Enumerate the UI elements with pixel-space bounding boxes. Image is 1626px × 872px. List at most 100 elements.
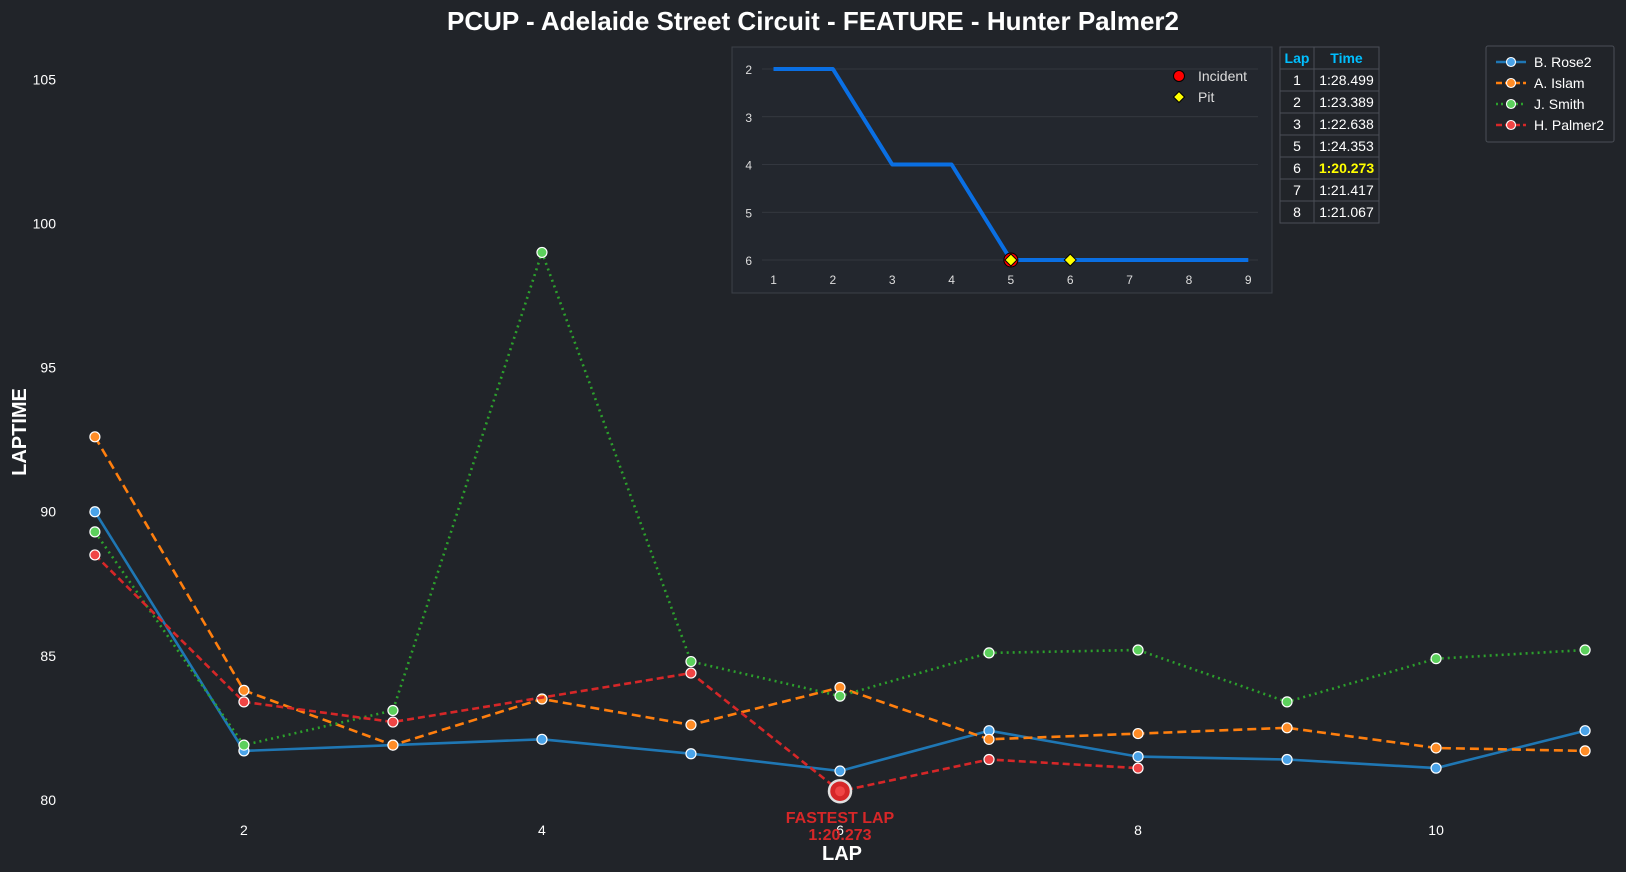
inset-event-markers	[1003, 252, 1077, 268]
inset-legend-pit-icon	[1172, 90, 1186, 104]
table-lap-time: 1:20.273	[1319, 160, 1374, 176]
chart-title: PCUP - Adelaide Street Circuit - FEATURE…	[447, 6, 1179, 36]
inset-y-tick-label: 2	[745, 63, 752, 77]
data-point	[387, 704, 399, 717]
table-lap-number: 6	[1293, 160, 1301, 176]
data-point	[1132, 762, 1144, 774]
y-tick-labels: 80 85 90 95 100 105	[33, 72, 57, 808]
data-point	[238, 684, 250, 696]
inset-y-tick-label: 4	[745, 159, 752, 173]
data-point	[685, 719, 697, 731]
legend-label: B. Rose2	[1534, 54, 1592, 70]
data-point	[89, 549, 101, 561]
legend-marker	[1505, 98, 1517, 110]
pit-marker	[1063, 253, 1077, 267]
fastest-lap-annotation: FASTEST LAP 1:20.273	[786, 778, 895, 844]
data-point	[834, 690, 846, 702]
data-point	[1579, 644, 1591, 656]
data-point	[983, 753, 995, 766]
table-lap-number: 8	[1293, 204, 1301, 220]
inset-legend-label: Incident	[1198, 68, 1247, 84]
inset-x-tick-label: 4	[948, 273, 955, 287]
data-point	[387, 716, 399, 728]
table-lap-number: 5	[1293, 138, 1301, 154]
inset-frame	[731, 46, 1273, 294]
inset-x-tick-label: 8	[1186, 273, 1193, 287]
legend-items: B. Rose2 A. Islam J. Smith H. Palmer2	[1496, 54, 1604, 133]
legend-item: B. Rose2	[1496, 54, 1592, 70]
data-point	[1132, 751, 1144, 763]
table-lap-number: 7	[1293, 182, 1301, 198]
table-row: 1 1:28.499	[1279, 68, 1380, 92]
data-point	[983, 647, 995, 659]
data-point	[536, 733, 548, 745]
y-axis-label: LAPTIME	[9, 388, 31, 476]
legend-marker	[1505, 56, 1517, 68]
data-point	[238, 696, 250, 708]
inset-x-tick-label: 9	[1245, 273, 1252, 287]
inset-x-tick-label: 7	[1126, 273, 1133, 287]
table-lap-number: 1	[1293, 72, 1301, 88]
x-axis-label: LAP	[822, 843, 862, 865]
table-header-time: Time	[1330, 50, 1363, 66]
x-tick-label: 6	[836, 822, 844, 838]
fastest-lap-value: 1:20.273	[808, 827, 871, 844]
data-point	[685, 655, 697, 668]
legend-item: H. Palmer2	[1496, 117, 1604, 133]
inset-y-tick-label: 6	[745, 254, 752, 268]
data-point	[89, 526, 101, 538]
legend-marker	[1505, 77, 1517, 89]
table-lap-time: 1:28.499	[1319, 72, 1374, 88]
data-point	[1281, 722, 1293, 734]
series-lines	[89, 246, 1591, 797]
data-point	[1430, 653, 1442, 665]
lap-time-table: Lap Time 1 1:28.499 2 1:23.389 3 1:22.638 5 1:24.…	[1279, 46, 1380, 224]
table-header-lap: Lap	[1285, 50, 1310, 66]
data-point	[1281, 696, 1293, 708]
y-tick-label: 100	[33, 216, 57, 232]
table-row: 3 1:22.638	[1279, 112, 1380, 136]
legend-item: A. Islam	[1496, 75, 1585, 91]
x-tick-label: 8	[1134, 822, 1142, 838]
table-row: 5 1:24.353	[1279, 134, 1380, 158]
legend-label: J. Smith	[1534, 96, 1585, 112]
series-a-islam	[89, 431, 1591, 757]
fastest-lap-marker-core	[835, 786, 845, 797]
y-tick-label: 80	[40, 792, 56, 808]
legend-frame	[1485, 45, 1615, 143]
series-j-smith	[89, 246, 1591, 751]
data-point	[1132, 727, 1144, 740]
table-row: 7 1:21.417	[1279, 178, 1380, 202]
inset-x-tick-label: 5	[1008, 273, 1015, 287]
data-point	[685, 667, 697, 679]
table-lap-number: 3	[1293, 116, 1301, 132]
inset-legend-label: Pit	[1198, 89, 1214, 105]
data-point	[1281, 753, 1293, 766]
data-point	[89, 431, 101, 443]
legend-label: H. Palmer2	[1534, 117, 1604, 133]
table-lap-time: 1:21.067	[1319, 204, 1374, 220]
data-point	[1579, 725, 1591, 737]
data-point	[1430, 742, 1442, 754]
data-point	[536, 246, 548, 259]
data-point	[834, 765, 846, 777]
inset-x-tick-label: 2	[830, 273, 837, 287]
data-point	[536, 693, 548, 705]
y-tick-label: 85	[40, 648, 56, 664]
table-lap-number: 2	[1293, 94, 1301, 110]
inset-y-tick-label: 3	[745, 111, 752, 125]
inset-x-tick-label: 6	[1067, 273, 1074, 287]
inset-legend-incident-icon	[1173, 70, 1185, 82]
legend-item: J. Smith	[1496, 96, 1585, 112]
inset-x-tick-label: 3	[889, 273, 896, 287]
table-lap-time: 1:23.389	[1319, 94, 1374, 110]
data-point	[1430, 762, 1442, 774]
y-tick-label: 90	[40, 504, 56, 520]
data-point	[387, 739, 399, 751]
position-inset: 2 3 4 5 6 1 2 3 4 5 6 7 8 9 Incident Pit	[731, 46, 1273, 294]
fastest-lap-label: FASTEST LAP	[786, 810, 895, 827]
inset-x-tick-labels: 1 2 3 4 5 6 7 8 9	[770, 273, 1252, 287]
inset-y-tick-labels: 2 3 4 5 6	[745, 63, 752, 268]
table-lap-time: 1:21.417	[1319, 182, 1374, 198]
data-point	[238, 739, 250, 751]
